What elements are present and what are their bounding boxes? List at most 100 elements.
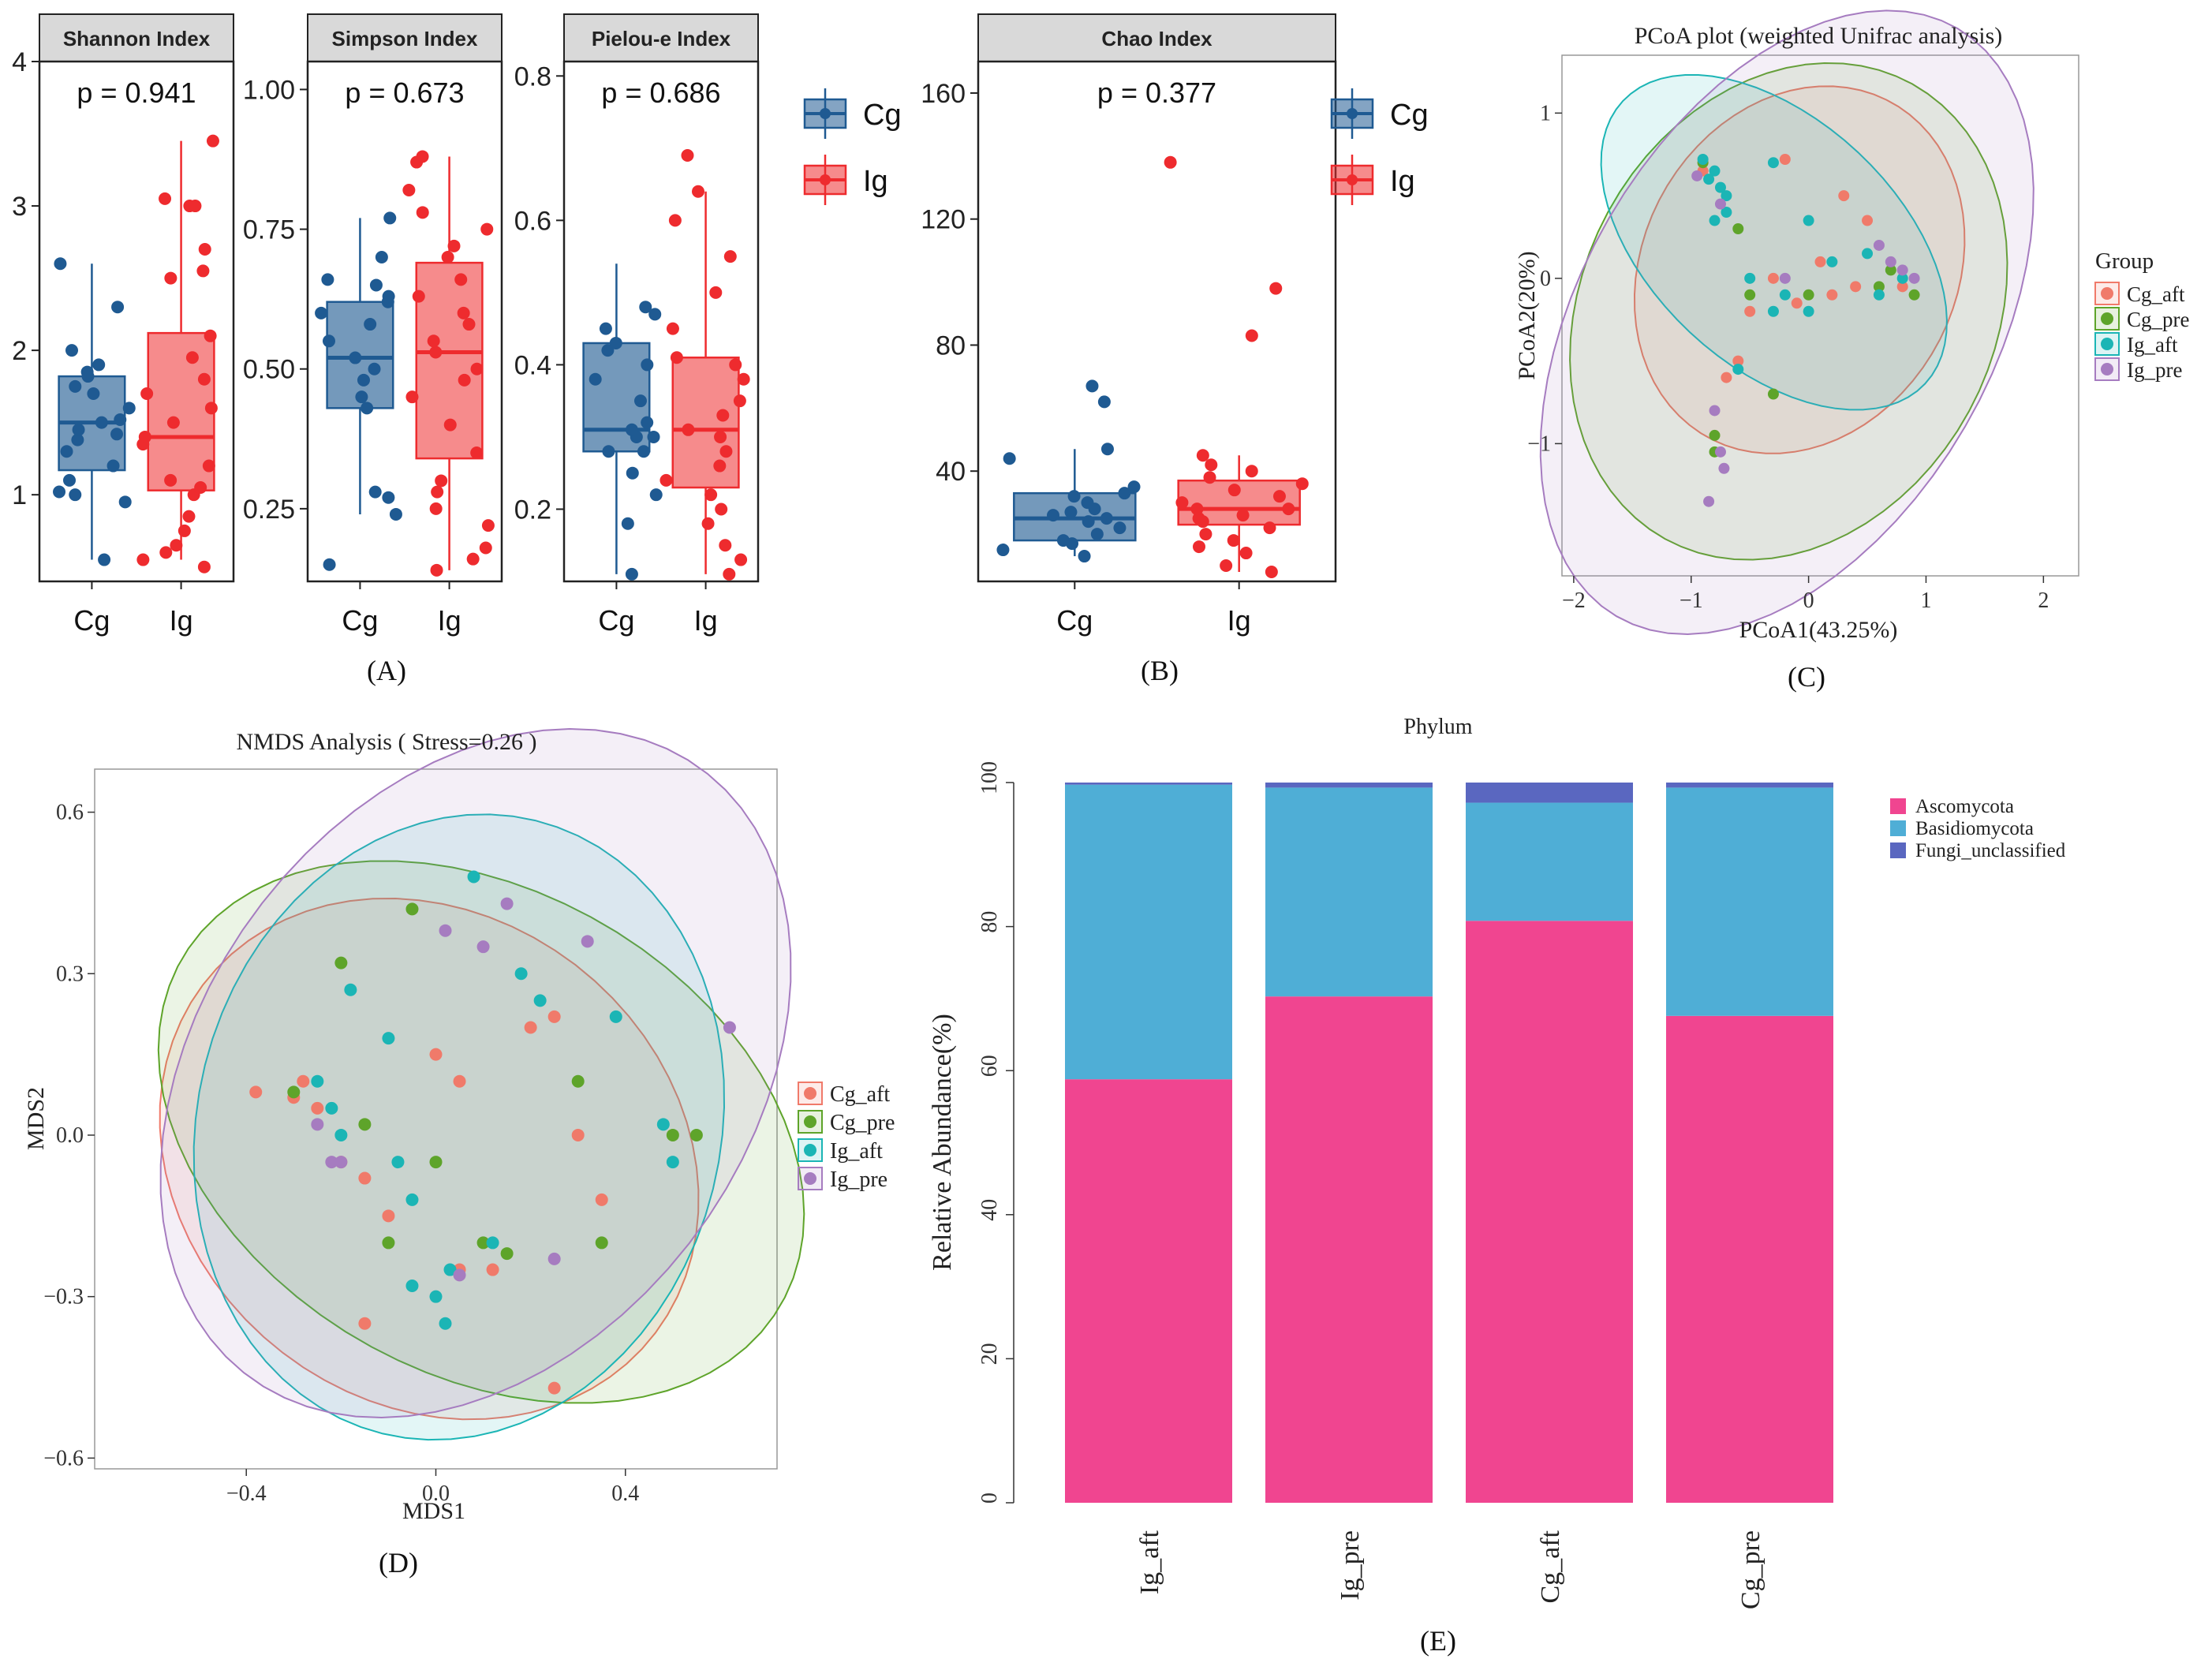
pcoa-xtick-label: 2 xyxy=(2038,588,2049,613)
shannon-data-point xyxy=(60,445,73,458)
shannon-data-point xyxy=(114,413,127,426)
pielou-xtick-label: Ig xyxy=(694,604,718,637)
phylum-bar-Ascomycota xyxy=(1466,921,1633,1503)
chao-data-point xyxy=(1118,487,1131,500)
shannon-data-point xyxy=(138,430,151,443)
shannon-data-point xyxy=(189,200,202,213)
phylum-xtick-label: Cg_aft xyxy=(1536,1530,1565,1603)
pielou-data-point xyxy=(729,358,742,372)
pielou-data-point xyxy=(701,517,715,530)
pcoa-point-Cg_aft xyxy=(1744,305,1756,317)
shannon-data-point xyxy=(196,264,210,278)
chao-data-point xyxy=(1085,379,1099,393)
legend-dot xyxy=(820,174,831,185)
nmds-point-Ig_aft xyxy=(429,1290,443,1303)
shannon-data-point xyxy=(206,134,219,148)
nmds-scatter: −0.4 0.0 0.4 −0.6 −0.3 0.0 0.3 0.6 NMDS Analysis… xyxy=(23,727,895,1524)
pielou-data-point xyxy=(625,567,638,581)
pielou-data-point xyxy=(723,250,737,263)
simpson-data-point xyxy=(375,251,388,264)
shannon-data-point xyxy=(204,402,218,415)
nmds-point-Ig_aft xyxy=(467,870,480,884)
simpson-boxplot: Simpson Index p = 0.673 0.25 0.50 0.75 1.00 Cg… xyxy=(243,13,503,637)
pielou-data-point xyxy=(633,394,647,408)
shannon-ytick-label: 1 xyxy=(12,480,27,510)
pcoa-point-Cg_pre xyxy=(1732,223,1744,234)
nmds-point-Ig_pre xyxy=(453,1268,466,1282)
simpson-data-point xyxy=(383,211,397,225)
shannon-data-point xyxy=(197,372,211,386)
chao-data-point xyxy=(996,544,1010,557)
phylum-bar-Basidiomycota xyxy=(1666,787,1833,1016)
phylum-bar-Fungi_unclassified xyxy=(1666,783,1833,788)
simpson-data-point xyxy=(405,390,419,404)
simpson-data-point xyxy=(402,183,416,196)
phylum-ylabel: Relative Abundance(%) xyxy=(928,1014,957,1271)
pcoa-point-Ig_aft xyxy=(1732,364,1744,375)
pielou-data-point xyxy=(659,473,673,487)
pcoa-point-Cg_aft xyxy=(1862,215,1874,226)
simpson-data-point xyxy=(429,346,443,359)
chao-data-point xyxy=(1203,471,1216,484)
simpson-data-point xyxy=(369,278,383,292)
panel-label-a: (A) xyxy=(367,655,406,686)
pcoa-point-Ig_aft xyxy=(1862,248,1874,260)
pcoa-point-Ig_aft xyxy=(1744,272,1756,284)
phylum-xtick-label: Ig_pre xyxy=(1336,1530,1365,1601)
pcoa-point-Ig_aft xyxy=(1826,256,1838,267)
shannon-ytick-label: 3 xyxy=(12,192,27,222)
pcoa-point-Ig_aft xyxy=(1873,289,1885,301)
pcoa-ellipse-Ig_pre xyxy=(1539,9,2035,636)
chao-data-point xyxy=(1064,506,1078,519)
pielou-p-value: p = 0.686 xyxy=(601,77,720,109)
chao-data-point xyxy=(1239,547,1253,560)
legend-label: Ig xyxy=(863,165,888,198)
pielou-data-point xyxy=(709,286,723,299)
chao-data-point xyxy=(1175,496,1189,510)
pielou-data-point xyxy=(626,466,639,480)
pcoa-point-Ig_aft xyxy=(1803,215,1814,226)
simpson-data-point xyxy=(470,446,484,460)
phylum-bar-Basidiomycota xyxy=(1265,787,1433,997)
nmds-point-Cg_pre xyxy=(666,1128,679,1141)
shannon-data-point xyxy=(110,428,124,441)
shannon-data-point xyxy=(111,301,125,314)
chao-ytick-label: 80 xyxy=(936,331,966,361)
chao-data-point xyxy=(1164,155,1177,169)
chao-data-point xyxy=(1236,509,1250,522)
phylum-bar-Ascomycota xyxy=(1265,996,1433,1503)
shannon-data-point xyxy=(118,495,132,509)
chao-data-point xyxy=(1295,477,1309,491)
chao-data-point xyxy=(1082,515,1095,529)
chao-data-point xyxy=(1190,502,1204,516)
pcoa-point-Cg_pre xyxy=(1767,388,1779,400)
phylum-ytick-label: 20 xyxy=(977,1343,1002,1365)
simpson-data-point xyxy=(479,541,492,555)
chao-data-point xyxy=(1199,528,1212,541)
pcoa-xtick-label: −2 xyxy=(1562,588,1586,613)
nmds-point-Ig_aft xyxy=(325,1101,338,1115)
nmds-point-Cg_pre xyxy=(476,1236,490,1250)
chao-data-point xyxy=(1227,484,1241,497)
pielou-data-point xyxy=(647,430,660,443)
chao-data-point xyxy=(1127,480,1141,494)
chao-data-point xyxy=(1205,458,1218,472)
nmds-point-Ig_aft xyxy=(311,1074,324,1088)
simpson-data-point xyxy=(431,485,444,499)
shannon-data-point xyxy=(198,242,211,256)
simpson-data-point xyxy=(458,373,471,387)
shannon-data-point xyxy=(69,488,82,502)
phylum-bar-Ascomycota xyxy=(1065,1079,1232,1503)
phylum-legend-label: Fungi_unclassified xyxy=(1915,840,2066,861)
simpson-ytick-label: 0.50 xyxy=(243,355,295,385)
nmds-point-Cg_pre xyxy=(382,1236,395,1250)
simpson-data-point xyxy=(480,222,494,236)
nmds-xtick-label: −0.4 xyxy=(226,1481,267,1506)
pcoa-point-Cg_aft xyxy=(1850,281,1862,293)
nmds-point-Cg_aft xyxy=(486,1263,499,1276)
shannon-data-point xyxy=(72,423,85,436)
phylum-ytick-label: 80 xyxy=(977,911,1002,933)
nmds-point-Ig_pre xyxy=(325,1156,338,1169)
legend-label: Cg xyxy=(1390,99,1429,132)
simpson-data-point xyxy=(470,362,484,375)
